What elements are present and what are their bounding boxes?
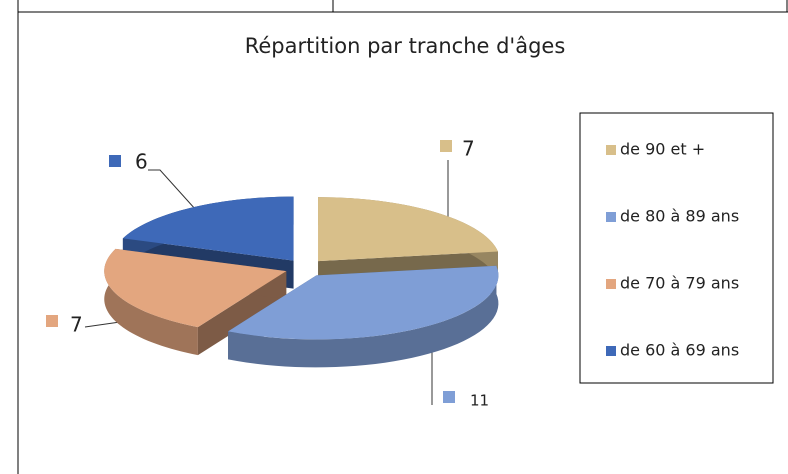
label-marker [440, 140, 452, 152]
slice-side [228, 265, 499, 368]
leader-line [84, 321, 121, 328]
labels: 7 11 7 6 de 90 et + de 80 à 89 ans de 70 à 79 … [46, 137, 739, 410]
label-marker [443, 391, 455, 403]
legend-swatch [606, 212, 616, 222]
legend-label: de 60 à 69 ans [620, 341, 739, 360]
chart-title: Répartition par tranche d'âges [245, 34, 566, 58]
slice-side [104, 248, 198, 356]
slice [228, 265, 499, 340]
data-label: 7 [462, 137, 475, 161]
data-label: 6 [135, 150, 148, 174]
pie [104, 196, 499, 368]
legend-label: de 70 à 79 ans [620, 274, 739, 293]
legend-swatch [606, 279, 616, 289]
label-marker [109, 155, 121, 167]
data-label: 11 [470, 392, 489, 410]
slice [104, 248, 287, 356]
slice [318, 197, 498, 262]
legend-swatch [606, 145, 616, 155]
legend-label: de 80 à 89 ans [620, 207, 739, 226]
slice [228, 265, 499, 368]
data-label: 7 [70, 313, 83, 337]
legend-label: de 90 et + [620, 140, 705, 159]
leader-line [148, 169, 206, 221]
slice [104, 248, 287, 328]
legend-box [579, 112, 774, 384]
label-marker [46, 315, 58, 327]
slice [122, 196, 294, 261]
legend-swatch [606, 346, 616, 356]
